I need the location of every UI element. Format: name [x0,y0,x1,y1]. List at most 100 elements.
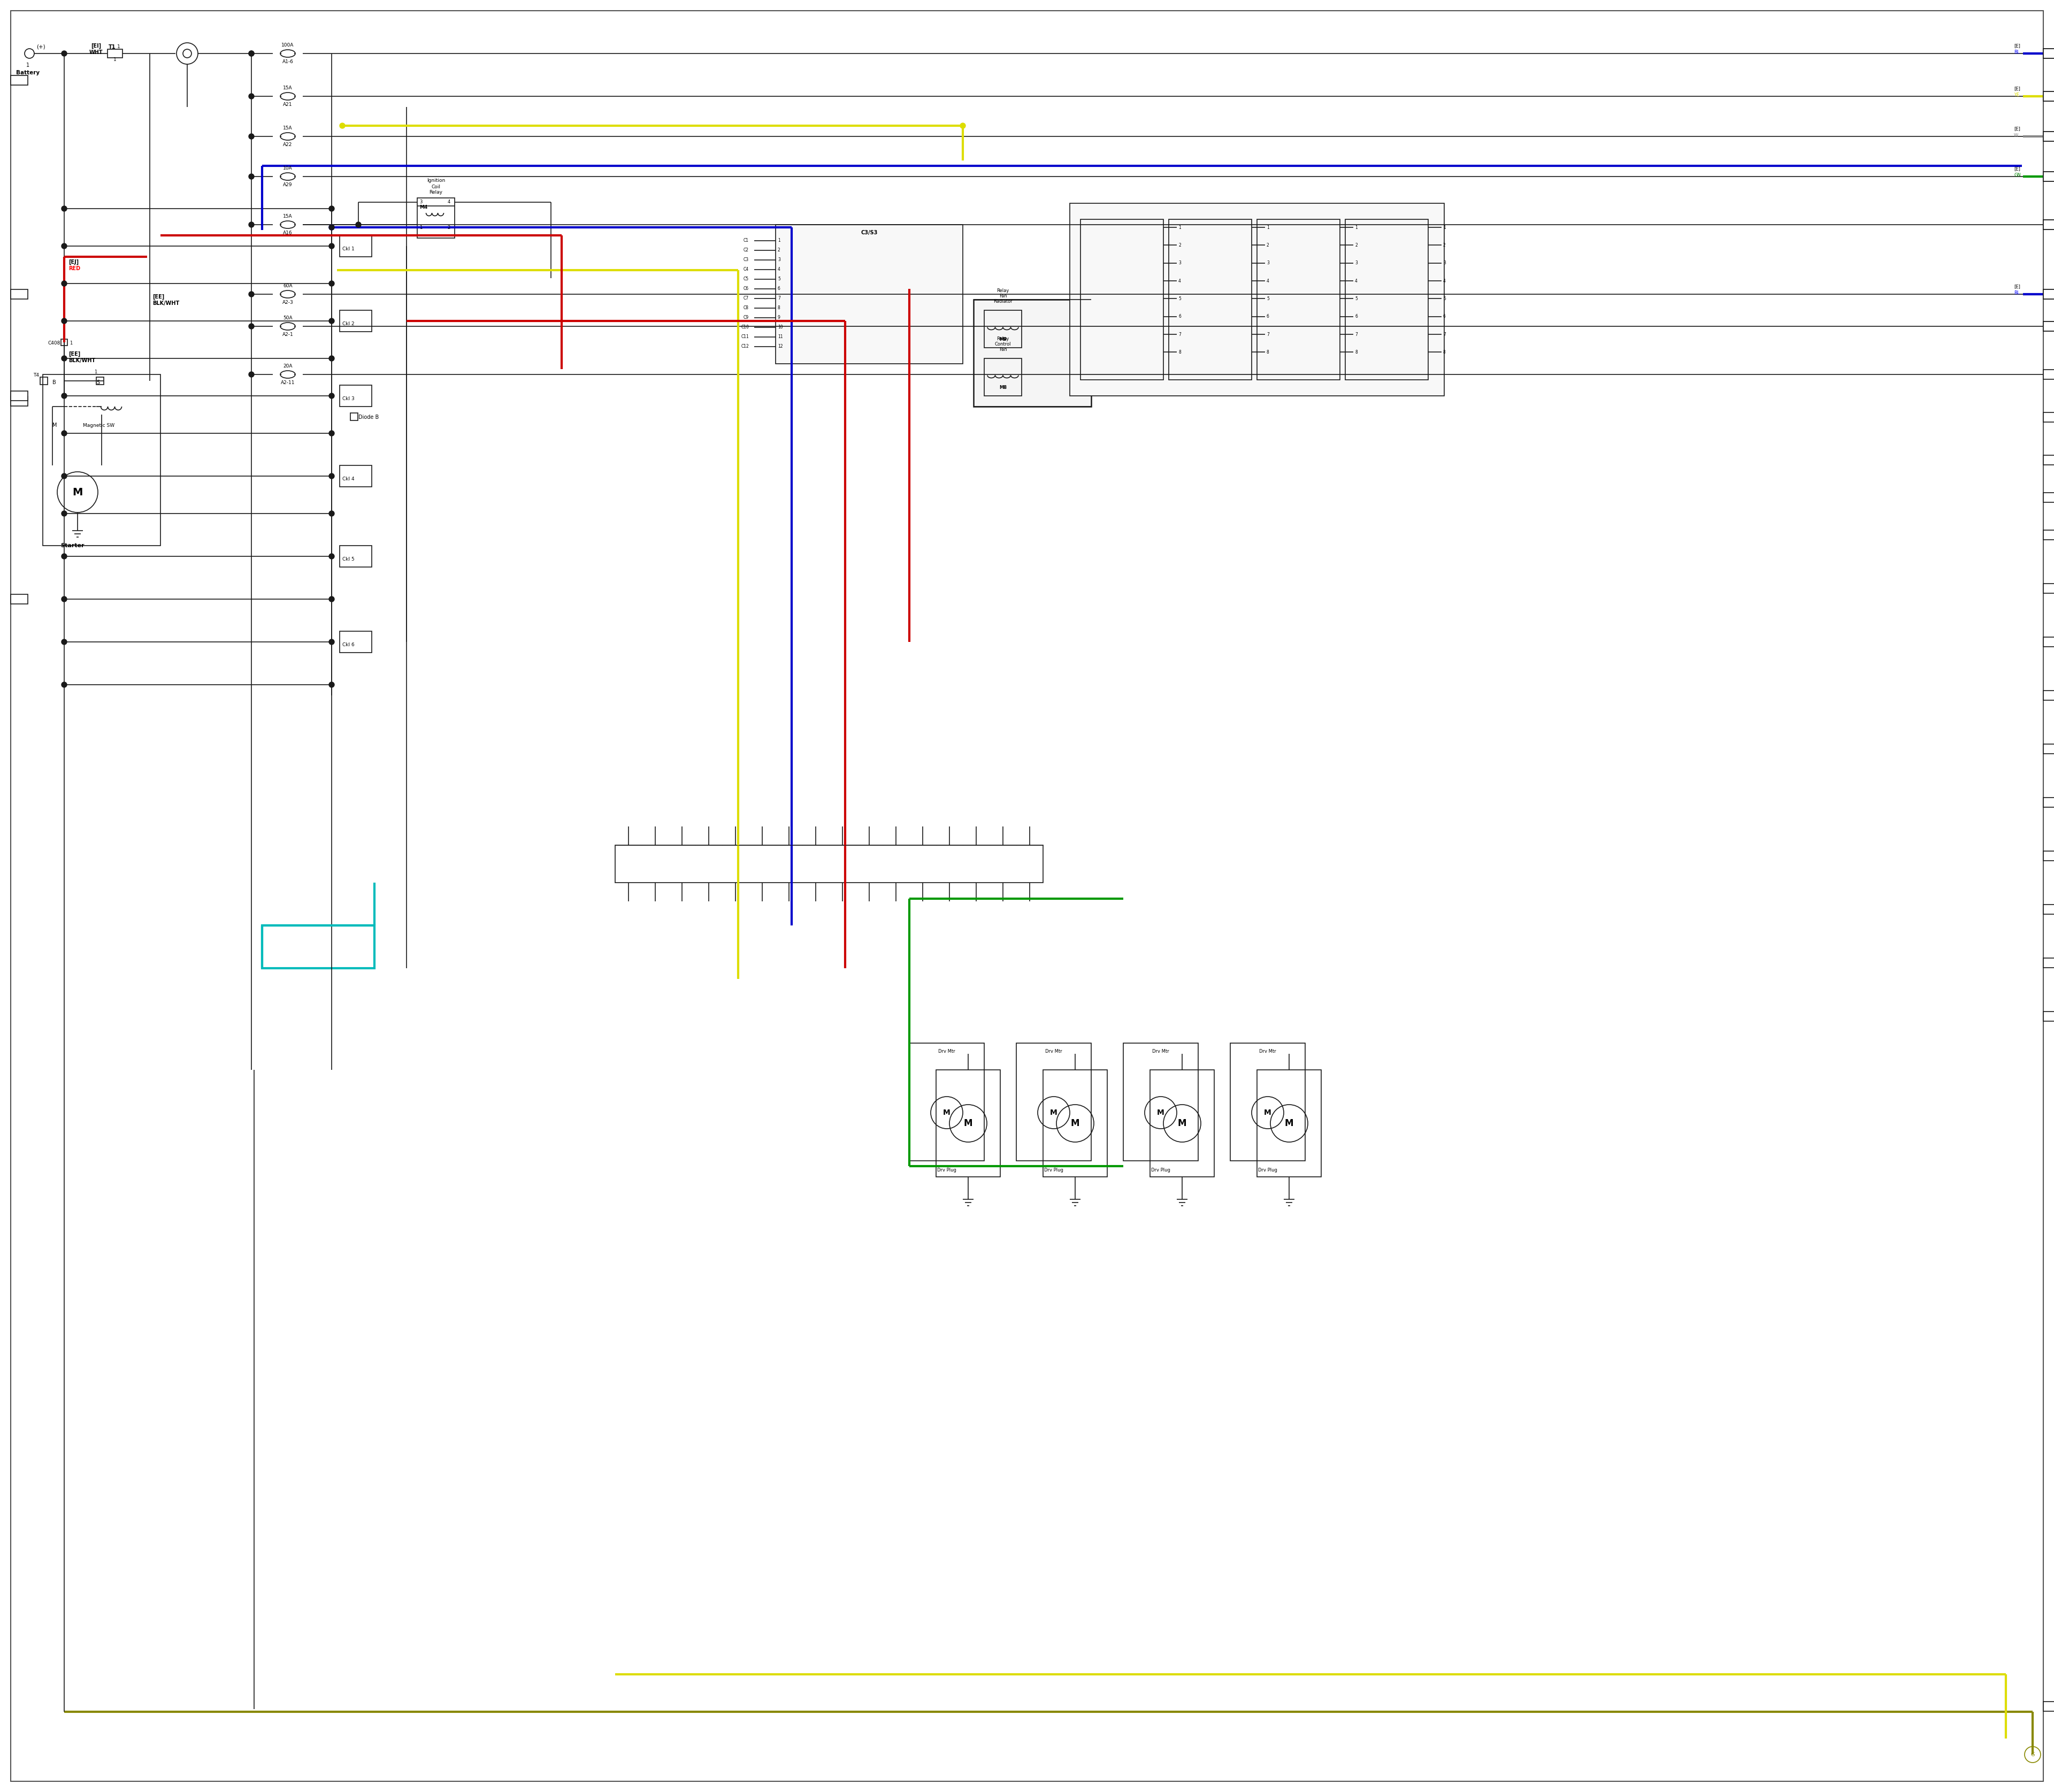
Circle shape [329,473,335,478]
Bar [97,376,105,385]
Text: B9: B9 [2048,1014,2054,1020]
Text: 1: 1 [1267,226,1269,229]
Circle shape [329,244,335,249]
Text: W: W [2013,133,2019,138]
Text: C5: C5 [744,276,750,281]
Text: 15A: 15A [283,86,292,90]
Bar [1070,202,1444,396]
Text: M: M [943,1109,951,1116]
Text: 12: 12 [778,344,783,349]
Text: A: A [18,77,21,82]
Text: Y: Y [2050,1704,2054,1710]
Circle shape [62,281,68,287]
Text: 2: 2 [1444,242,1446,247]
Text: Battery: Battery [16,70,39,75]
Text: 7: 7 [2050,532,2054,538]
Text: 1: 1 [1356,226,1358,229]
Bar [2044,48,2054,59]
Text: 3: 3 [778,258,781,262]
Text: M4: M4 [419,204,427,210]
Text: G: G [2031,1753,2036,1758]
Text: 59: 59 [2048,93,2054,99]
Bar [10,396,29,407]
Text: 5: 5 [1356,296,1358,301]
Text: C4: C4 [744,267,750,272]
Text: 8: 8 [1179,349,1181,355]
Text: M: M [1177,1118,1187,1129]
Text: 4: 4 [448,199,450,204]
Text: B7: B7 [2048,907,2054,912]
Circle shape [959,124,965,129]
Circle shape [62,511,68,516]
Text: Drv Mtr: Drv Mtr [939,1048,955,1054]
Text: 3: 3 [1356,260,1358,265]
Text: 8: 8 [1356,349,1358,355]
Bar [910,1043,984,1161]
Circle shape [329,281,335,287]
Text: Ckl 5: Ckl 5 [343,557,355,561]
Text: 1: 1 [70,340,72,346]
Text: Drv Plug: Drv Plug [1043,1168,1064,1172]
Text: 2: 2 [778,247,781,253]
Text: A2-1: A2-1 [281,332,294,337]
Text: M: M [963,1118,974,1129]
Text: 9: 9 [778,315,781,321]
Text: YE: YE [2013,93,2019,97]
Bar [10,75,29,84]
Bar [339,545,372,566]
Circle shape [329,511,335,516]
Text: 1: 1 [113,57,117,63]
Bar [43,375,160,545]
Text: Fan: Fan [998,348,1006,351]
Text: C1: C1 [744,238,750,244]
Bar [2044,131,2054,142]
Circle shape [62,430,68,435]
Circle shape [249,50,255,56]
Text: C8: C8 [744,306,750,310]
Circle shape [62,244,68,249]
Text: M: M [1284,1118,1294,1129]
Text: 95: 95 [2048,853,2054,858]
Text: 1: 1 [778,238,781,244]
Text: 68: 68 [2048,134,2054,138]
Text: 3: 3 [419,199,423,204]
Bar [1043,1070,1107,1177]
Text: 59: 59 [2048,93,2054,99]
Bar [1230,1043,1304,1161]
Bar [2044,289,2054,299]
Text: Relay: Relay [996,289,1009,294]
Circle shape [62,357,68,360]
Circle shape [62,683,68,688]
Text: 42: 42 [2048,222,2054,228]
Text: Starter: Starter [60,543,84,548]
Bar [339,235,372,256]
Text: 20A: 20A [283,364,292,369]
Text: 7: 7 [1444,332,1446,337]
Text: A21: A21 [283,102,292,108]
Circle shape [329,597,335,602]
Text: BL: BL [2013,50,2019,56]
Text: M: M [1263,1109,1271,1116]
Text: Relay: Relay [996,337,1009,340]
Bar [10,391,29,401]
Text: 5: 5 [1179,296,1181,301]
Text: A2-11: A2-11 [281,380,296,385]
Text: T1: T1 [109,45,115,50]
Text: 10A: 10A [283,167,292,170]
Text: 3: 3 [1267,260,1269,265]
Text: Fan: Fan [998,294,1006,299]
Bar [2044,172,2054,181]
Text: B8: B8 [2048,961,2054,966]
Text: Drv Mtr: Drv Mtr [1045,1048,1062,1054]
Bar [2044,131,2054,142]
Bar [984,310,1021,348]
Bar [2044,220,2054,229]
Text: C3: C3 [744,258,750,262]
Bar [2044,172,2054,181]
Text: WHT: WHT [90,50,103,56]
Bar [2044,584,2054,593]
Circle shape [329,430,335,435]
Bar [2044,321,2054,332]
Text: 5: 5 [778,276,781,281]
Circle shape [329,554,335,559]
